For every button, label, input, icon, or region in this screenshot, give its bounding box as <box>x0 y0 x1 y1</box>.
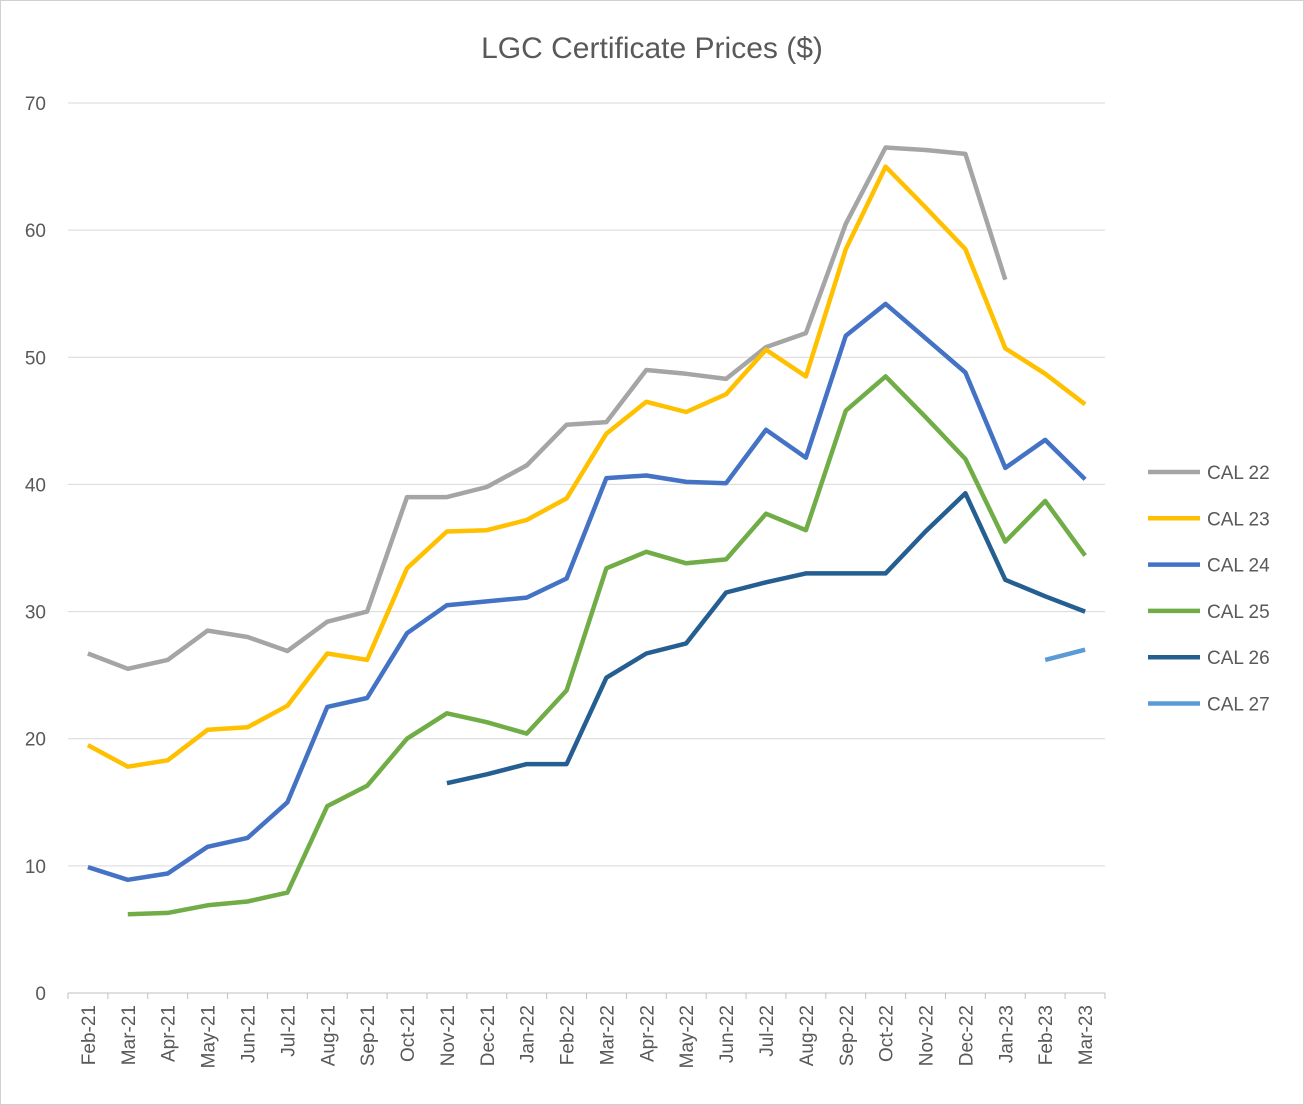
legend-label: CAL 24 <box>1207 556 1270 577</box>
legend-label: CAL 23 <box>1207 509 1270 530</box>
x-tick-label: Mar-23 <box>1076 1005 1097 1065</box>
series-lines <box>86 145 1087 917</box>
x-tick-label: Oct-21 <box>398 1005 419 1062</box>
x-tick-label: Feb-22 <box>558 1005 579 1065</box>
legend-label: CAL 25 <box>1207 602 1270 623</box>
x-tick-label: Nov-21 <box>438 1005 459 1066</box>
legend: CAL 22 CAL 23 CAL 24 CAL 25 CAL 26 CAL 27 <box>1148 463 1270 716</box>
series-line-cal-23 <box>86 164 1087 769</box>
x-tick-label: Sep-22 <box>837 1005 858 1066</box>
x-tick-label: Jun-21 <box>238 1005 259 1063</box>
y-axis-ticks: 0 10 20 30 40 50 60 70 <box>25 94 46 1005</box>
y-tick-label: 60 <box>25 221 46 242</box>
series-line-cal-26 <box>446 491 1086 786</box>
x-tick-label: Feb-23 <box>1036 1005 1057 1065</box>
y-tick-label: 0 <box>35 984 46 1005</box>
y-tick-label: 50 <box>25 348 46 369</box>
series-line-cal-22 <box>87 145 1008 672</box>
x-tick-label: May-21 <box>199 1005 220 1068</box>
series-line-cal-27 <box>1044 647 1086 663</box>
series-line-cal-25 <box>127 374 1087 917</box>
y-tick-label: 20 <box>25 730 46 751</box>
x-tick-label: Aug-22 <box>797 1005 818 1066</box>
chart-title: LGC Certificate Prices ($) <box>481 32 823 65</box>
legend-label: CAL 26 <box>1207 648 1270 669</box>
y-tick-label: 30 <box>25 603 46 624</box>
y-tick-label: 70 <box>25 94 46 115</box>
x-tick-label: Aug-21 <box>318 1005 339 1066</box>
x-tick-label: May-22 <box>677 1005 698 1068</box>
x-tick-label: Mar-22 <box>597 1005 618 1065</box>
x-tick-label: Apr-22 <box>637 1005 658 1062</box>
x-tick-label: Apr-21 <box>159 1005 180 1062</box>
legend-label: CAL 22 <box>1207 463 1270 484</box>
x-tick-label: Dec-22 <box>956 1005 977 1066</box>
x-tick-label: Sep-21 <box>358 1005 379 1066</box>
y-tick-label: 10 <box>25 857 46 878</box>
x-tick-label: Oct-22 <box>877 1005 898 1062</box>
x-tick-label: Dec-21 <box>478 1005 499 1066</box>
x-tick-label: Nov-22 <box>917 1005 938 1066</box>
legend-label: CAL 27 <box>1207 695 1270 716</box>
series-line-cal-24 <box>87 301 1087 883</box>
x-axis: Feb-21 Mar-21 Apr-21 May-21 Jun-21 Jul-21 Aug-… <box>67 992 1106 1068</box>
y-tick-label: 40 <box>25 475 46 496</box>
x-tick-label: Jun-22 <box>717 1005 738 1063</box>
gridlines <box>68 102 1105 867</box>
x-tick-label: Mar-21 <box>119 1005 140 1065</box>
x-tick-label: Jul-21 <box>278 1005 299 1057</box>
x-tick-label: Jul-22 <box>757 1005 778 1057</box>
x-tick-label: Jan-23 <box>996 1005 1017 1063</box>
x-tick-label: Feb-21 <box>79 1005 100 1065</box>
x-tick-label: Jan-22 <box>518 1005 539 1063</box>
